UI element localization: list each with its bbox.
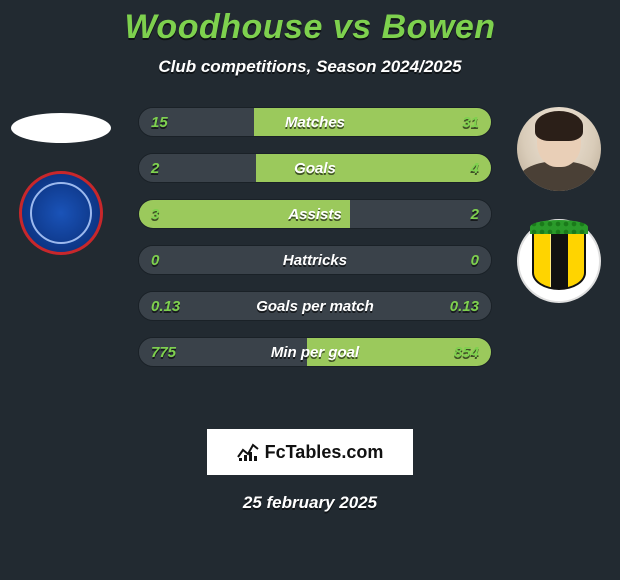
- watermark-text: FcTables.com: [265, 442, 384, 463]
- club-crest-right: [517, 219, 601, 303]
- content-area: 15 31 Matches 2 4 Goals 3 2 Assists 0 0 Hattricks 0.…: [0, 107, 620, 407]
- stat-label: Goals per match: [256, 298, 374, 315]
- stat-value-right: 2: [471, 206, 479, 223]
- stat-value-left: 0: [151, 252, 159, 269]
- stat-row: 0.13 0.13 Goals per match: [138, 291, 492, 321]
- stat-value-right: 854: [454, 344, 479, 361]
- stat-value-left: 2: [151, 160, 159, 177]
- chart-icon: [237, 442, 259, 462]
- stat-value-right: 4: [471, 160, 479, 177]
- stat-row: 775 854 Min per goal: [138, 337, 492, 367]
- stats-bars: 15 31 Matches 2 4 Goals 3 2 Assists 0 0 Hattricks 0.…: [138, 107, 492, 367]
- left-column: [6, 107, 116, 255]
- page-subtitle: Club competitions, Season 2024/2025: [0, 57, 620, 77]
- stat-label: Hattricks: [283, 252, 347, 269]
- stat-value-left: 775: [151, 344, 176, 361]
- stat-value-left: 3: [151, 206, 159, 223]
- stat-row: 0 0 Hattricks: [138, 245, 492, 275]
- stat-value-left: 0.13: [151, 298, 180, 315]
- stat-row: 3 2 Assists: [138, 199, 492, 229]
- stat-value-right: 0: [471, 252, 479, 269]
- stat-value-right: 0.13: [450, 298, 479, 315]
- comparison-card: Woodhouse vs Bowen Club competitions, Se…: [0, 0, 620, 513]
- date-label: 25 february 2025: [0, 493, 620, 513]
- stat-label: Goals: [294, 160, 336, 177]
- club-crest-left: [19, 171, 103, 255]
- watermark: FcTables.com: [207, 429, 413, 475]
- stat-label: Matches: [285, 114, 345, 131]
- bar-fill-right: [256, 154, 491, 182]
- player-avatar-right: [517, 107, 601, 191]
- stat-row: 2 4 Goals: [138, 153, 492, 183]
- player-avatar-left: [11, 113, 111, 143]
- page-title: Woodhouse vs Bowen: [0, 8, 620, 47]
- stat-label: Assists: [288, 206, 341, 223]
- stat-label: Min per goal: [271, 344, 359, 361]
- stat-value-left: 15: [151, 114, 168, 131]
- right-column: [504, 107, 614, 303]
- stat-value-right: 31: [462, 114, 479, 131]
- stat-row: 15 31 Matches: [138, 107, 492, 137]
